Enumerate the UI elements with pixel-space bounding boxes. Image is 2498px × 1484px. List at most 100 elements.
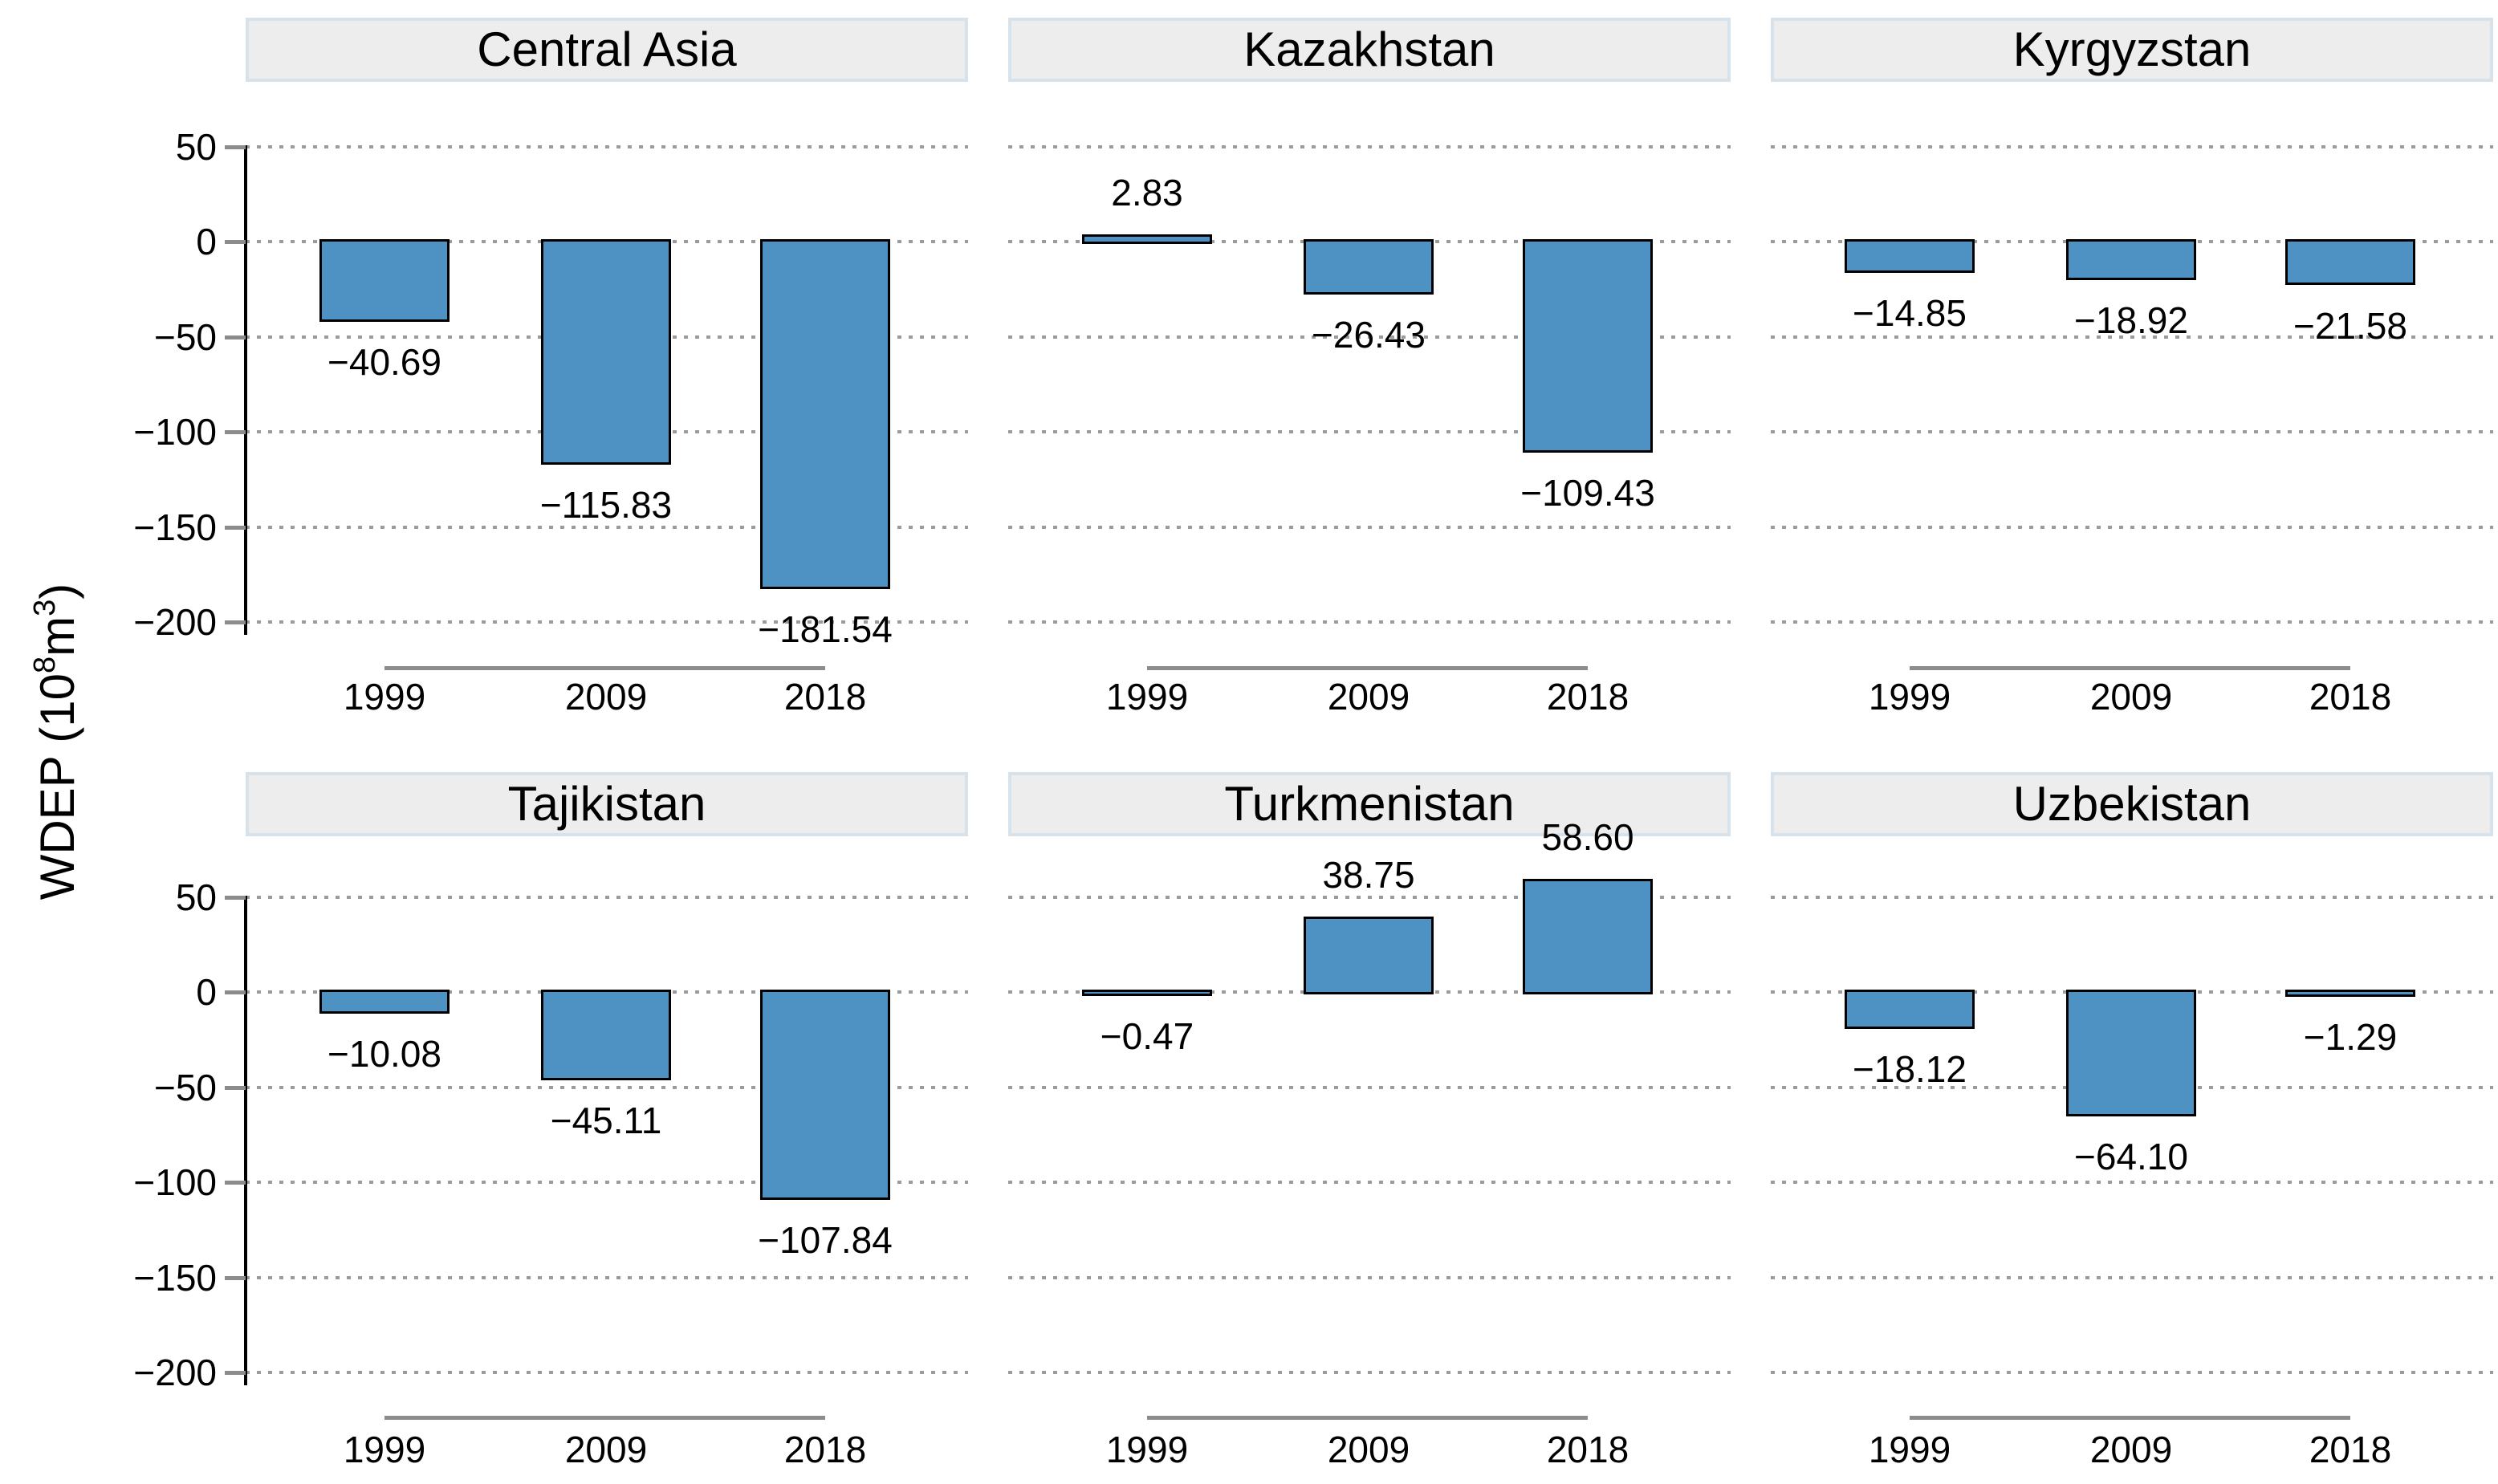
bar-value-label: −26.43 xyxy=(1312,313,1426,356)
gridline--150 xyxy=(1008,1275,1731,1279)
bar-value-label: 2.83 xyxy=(1111,171,1183,213)
y-tick-label: −50 xyxy=(153,315,217,358)
bar-1999 xyxy=(319,990,450,1014)
y-tick-label: 50 xyxy=(175,126,217,168)
y-tick-mark xyxy=(225,430,246,435)
y-tick-mark xyxy=(225,525,246,530)
bar-2009 xyxy=(2066,990,2196,1117)
y-axis-title-superscript: 8 xyxy=(28,656,62,673)
panel-header: Central Asia xyxy=(246,18,968,82)
panel-header: Tajikistan xyxy=(246,772,968,836)
x-tick-label-2018: 2018 xyxy=(783,676,867,718)
panel-kazakhstan: Kazakhstan 2.83 −26.43 −109.43 1999 2009 2018 xyxy=(1008,18,1731,730)
gridline-50 xyxy=(246,145,968,148)
bar-value-label: −115.83 xyxy=(539,483,673,526)
bar-2009 xyxy=(2066,239,2196,281)
bar-value-label: −181.54 xyxy=(758,608,893,651)
panel-central-asia: Central Asia 50 0 −50 −100 −150 −200 −40.69 −115… xyxy=(133,18,968,730)
y-tick-mark xyxy=(225,240,246,245)
x-tick-label-2009: 2009 xyxy=(1327,676,1410,718)
gridline-50 xyxy=(1771,896,2493,899)
x-tick-label-2018: 2018 xyxy=(1546,1429,1629,1470)
panel-title: Tajikistan xyxy=(507,777,706,831)
panel-turkmenistan: Turkmenistan −0.47 38.75 58.60 1999 2009 2018 xyxy=(1008,772,1731,1484)
gridline--50 xyxy=(1771,335,2493,339)
bar-2018 xyxy=(1523,878,1653,995)
gridline--50 xyxy=(1008,1085,1731,1089)
panel-title: Uzbekistan xyxy=(2012,777,2252,831)
y-tick-label: −150 xyxy=(133,506,217,548)
x-tick-label-1999: 1999 xyxy=(1105,1429,1189,1470)
gridline-50 xyxy=(1008,896,1731,899)
x-axis-line xyxy=(1147,1416,1588,1420)
gridline--200 xyxy=(1771,1371,2493,1374)
gridline--150 xyxy=(246,525,968,529)
gridline--100 xyxy=(246,1181,968,1185)
x-tick-label-2009: 2009 xyxy=(564,676,648,718)
panel-title: Kyrgyzstan xyxy=(2012,22,2252,76)
bar-2009 xyxy=(541,990,671,1081)
x-axis-line xyxy=(1910,1416,2350,1420)
bar-2018 xyxy=(760,990,890,1200)
x-tick-label-1999: 1999 xyxy=(1868,676,1951,718)
panel-title: Kazakhstan xyxy=(1243,22,1495,76)
bar-value-label: −45.11 xyxy=(550,1100,662,1142)
y-tick-mark xyxy=(225,896,246,900)
bar-2018 xyxy=(760,239,890,590)
x-axis-line xyxy=(1910,666,2350,670)
x-axis-line xyxy=(1147,666,1588,670)
bar-2009 xyxy=(541,239,671,465)
bar-2009 xyxy=(1304,916,1434,995)
gridline--150 xyxy=(1771,1275,2493,1279)
bar-1999 xyxy=(1845,990,1975,1030)
x-tick-label-2009: 2009 xyxy=(2089,1429,2173,1470)
bar-2009 xyxy=(1304,239,1434,295)
x-tick-label-2009: 2009 xyxy=(2089,676,2173,718)
bar-2018 xyxy=(2285,239,2415,286)
gridline--150 xyxy=(1771,525,2493,529)
panel-title: Turkmenistan xyxy=(1224,777,1515,831)
y-tick-label: −200 xyxy=(133,1352,217,1393)
y-tick-label: 50 xyxy=(175,876,217,918)
gridline--100 xyxy=(1771,1181,2493,1185)
x-tick-label-1999: 1999 xyxy=(1105,676,1189,718)
panel-kyrgyzstan: Kyrgyzstan −14.85 −18.92 −21.58 1999 2009 2018 xyxy=(1771,18,2493,730)
y-tick-label: −50 xyxy=(153,1066,217,1108)
gridline--50 xyxy=(246,1085,968,1089)
gridline--200 xyxy=(1008,620,1731,624)
x-tick-label-1999: 1999 xyxy=(1868,1429,1951,1470)
bar-value-label: −107.84 xyxy=(758,1218,893,1261)
y-tick-label: −200 xyxy=(133,601,217,643)
gridline--200 xyxy=(246,620,968,624)
bar-value-label: −18.12 xyxy=(1853,1048,1967,1091)
y-tick-label: 0 xyxy=(196,971,217,1014)
gridline--200 xyxy=(246,1371,968,1374)
gridline-50 xyxy=(1008,145,1731,148)
x-tick-label-1999: 1999 xyxy=(343,676,426,718)
bar-1999 xyxy=(1082,234,1212,245)
gridline-50 xyxy=(1771,145,2493,148)
bar-value-label: −64.10 xyxy=(2074,1136,2188,1178)
y-tick-label: −100 xyxy=(133,1161,217,1204)
bar-value-label: 58.60 xyxy=(1541,815,1634,858)
bar-value-label: −21.58 xyxy=(2293,304,2407,347)
x-tick-label-2018: 2018 xyxy=(1546,676,1629,718)
gridline-50 xyxy=(246,896,968,899)
bar-value-label: −10.08 xyxy=(328,1033,441,1075)
bar-1999 xyxy=(1845,239,1975,273)
y-tick-label: −100 xyxy=(133,411,217,453)
gridline--200 xyxy=(1771,620,2493,624)
y-tick-mark xyxy=(225,335,246,339)
gridline--150 xyxy=(1008,525,1731,529)
x-axis-line xyxy=(384,1416,825,1420)
gridline--100 xyxy=(1771,430,2493,434)
x-tick-label-2009: 2009 xyxy=(564,1429,648,1470)
panel-header: Turkmenistan xyxy=(1008,772,1731,836)
x-tick-label-2018: 2018 xyxy=(2309,1429,2392,1470)
y-tick-mark xyxy=(225,145,246,149)
panel-title: Central Asia xyxy=(477,22,737,76)
y-axis-title-text: WDEP (10 xyxy=(31,673,84,901)
y-tick-label: 0 xyxy=(196,221,217,263)
bar-value-label: −40.69 xyxy=(328,340,441,383)
y-axis-title-text: ) xyxy=(31,583,84,600)
